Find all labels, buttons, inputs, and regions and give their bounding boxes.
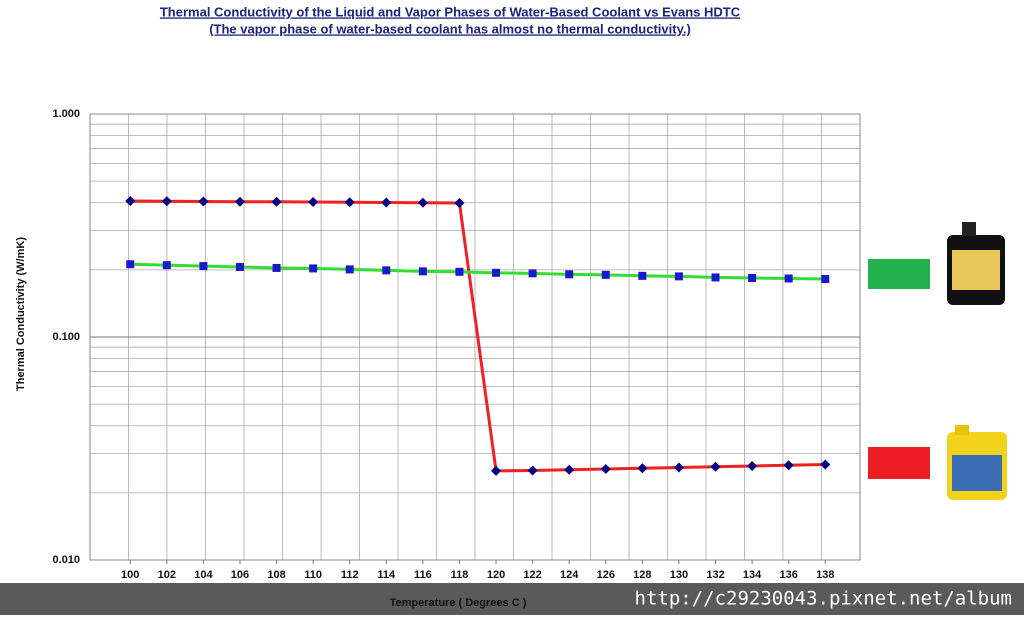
x-tick-label: 130 <box>670 569 688 581</box>
marker <box>784 274 793 283</box>
marker <box>821 275 830 284</box>
marker <box>126 260 135 269</box>
marker <box>711 273 720 282</box>
marker <box>198 196 209 207</box>
marker <box>674 272 683 281</box>
x-tick-label: 126 <box>597 569 615 581</box>
marker <box>638 271 647 280</box>
x-tick-label: 108 <box>267 569 285 581</box>
marker <box>820 459 831 470</box>
marker <box>382 266 391 275</box>
marker <box>454 197 465 208</box>
x-tick-label: 124 <box>560 569 579 581</box>
y-tick-label: 0.100 <box>52 331 80 343</box>
marker <box>601 270 610 279</box>
x-tick-label: 116 <box>414 569 432 581</box>
marker <box>528 269 537 278</box>
watermark-bar <box>0 583 1024 615</box>
x-tick-label: 104 <box>194 569 213 581</box>
marker <box>527 465 538 476</box>
y-axis-title: Thermal Conductivity (W/mK) <box>15 237 27 391</box>
chart-title: Thermal Conductivity of the Liquid and V… <box>160 4 741 19</box>
x-axis-title: Temperature ( Degrees C ) <box>390 597 527 609</box>
plot-frame <box>89 113 861 561</box>
x-tick-label: 102 <box>158 569 176 581</box>
evans-jug <box>947 222 1005 305</box>
watermark: http://c29230043.pixnet.net/album <box>635 588 1013 610</box>
marker <box>271 196 282 207</box>
marker <box>673 462 684 473</box>
x-tick-label: 118 <box>451 569 469 581</box>
marker <box>710 461 721 472</box>
x-tick-label: 120 <box>487 569 505 581</box>
y-tick-label: 1.000 <box>52 108 80 120</box>
marker <box>417 197 428 208</box>
marker <box>308 197 319 208</box>
x-tick-label: 134 <box>743 569 762 581</box>
x-tick-label: 112 <box>341 569 359 581</box>
marker <box>125 196 136 207</box>
marker <box>491 465 502 476</box>
chart-subtitle: (The vapor phase of water-based coolant … <box>209 21 691 36</box>
x-tick-label: 100 <box>121 569 139 581</box>
x-tick-label: 132 <box>706 569 724 581</box>
marker <box>199 262 208 271</box>
antifreeze-jug <box>947 425 1007 500</box>
x-tick-label: 136 <box>779 569 797 581</box>
x-tick-label: 106 <box>231 569 249 581</box>
series-line <box>130 262 826 281</box>
marker <box>637 463 648 474</box>
x-tick-label: 122 <box>523 569 541 581</box>
marker <box>381 197 392 208</box>
marker <box>234 196 245 207</box>
y-tick-label: 0.010 <box>52 554 80 566</box>
marker <box>455 267 464 276</box>
marker <box>162 261 171 270</box>
marker <box>344 197 355 208</box>
x-tick-label: 110 <box>304 569 322 581</box>
grid <box>89 113 861 561</box>
x-tick-label: 128 <box>633 569 651 581</box>
series-line <box>130 199 826 473</box>
marker <box>565 270 574 279</box>
marker <box>600 463 611 474</box>
marker <box>235 263 244 272</box>
x-tick-label: 114 <box>377 569 396 581</box>
x-tick-label: 138 <box>816 569 834 581</box>
legend-swatch <box>868 259 930 289</box>
marker <box>748 273 757 282</box>
marker <box>783 460 794 471</box>
legend-swatch <box>868 447 930 479</box>
marker <box>564 464 575 475</box>
marker <box>492 268 501 277</box>
marker <box>747 460 758 471</box>
marker <box>418 267 427 276</box>
marker <box>161 196 172 207</box>
marker <box>345 265 354 274</box>
marker <box>309 264 318 273</box>
marker <box>272 263 281 272</box>
plot <box>125 196 831 476</box>
